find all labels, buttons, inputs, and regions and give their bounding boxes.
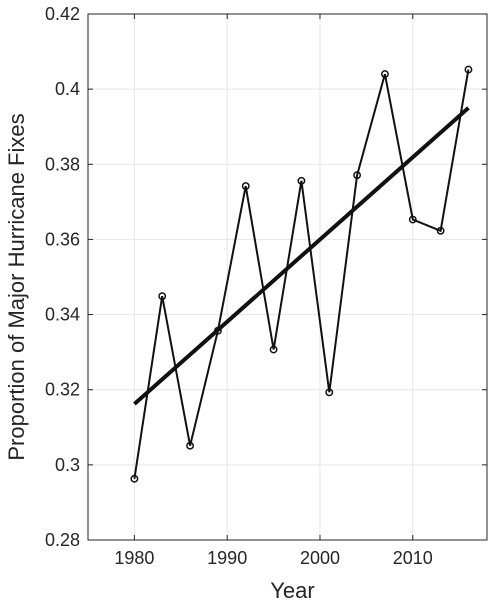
data-point xyxy=(297,176,306,185)
y-tick-label: 0.36 xyxy=(45,229,80,249)
x-axis-title: Year xyxy=(270,578,314,603)
trend-line xyxy=(133,106,470,406)
y-tick-label: 0.38 xyxy=(45,154,80,174)
x-tick-label: 1980 xyxy=(114,548,154,568)
data-point xyxy=(213,326,222,335)
data-point xyxy=(130,474,139,483)
data-point xyxy=(464,65,473,74)
series-line xyxy=(133,69,470,479)
y-tick-label: 0.4 xyxy=(55,79,80,99)
x-tick-label: 1990 xyxy=(207,548,247,568)
data-series xyxy=(133,69,470,479)
x-tick-label: 2010 xyxy=(393,548,433,568)
y-tick-label: 0.42 xyxy=(45,4,80,24)
y-tick-label: 0.3 xyxy=(55,455,80,475)
data-point xyxy=(325,388,334,397)
data-point xyxy=(436,226,445,235)
data-point xyxy=(186,441,195,450)
plot-area xyxy=(87,13,488,541)
data-point xyxy=(241,182,250,191)
y-axis-title: Proportion of Major Hurricane Fixes xyxy=(4,113,29,460)
data-point xyxy=(408,215,417,224)
y-tick-label: 0.32 xyxy=(45,380,80,400)
data-point xyxy=(158,292,167,301)
data-point xyxy=(380,70,389,79)
data-markers xyxy=(130,65,473,483)
y-tick-label: 0.28 xyxy=(45,530,80,550)
trend-lines xyxy=(133,106,470,406)
data-point xyxy=(353,171,362,180)
x-tick-label: 2000 xyxy=(300,548,340,568)
axis-ticks: 0.28 0.3 0.32 0.34 0.36 0.38 0.4 0.42 1980 1990 20… xyxy=(45,4,487,568)
grid xyxy=(88,13,487,541)
y-tick-label: 0.34 xyxy=(45,305,80,325)
data-point xyxy=(269,345,278,354)
